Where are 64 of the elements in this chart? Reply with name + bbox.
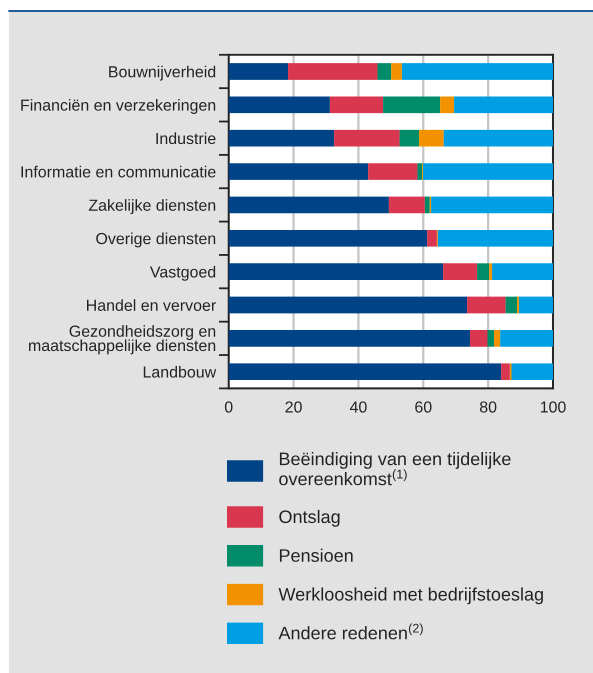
bar xyxy=(467,296,506,314)
bar xyxy=(470,330,488,347)
bar xyxy=(424,196,430,214)
y-tick-label: Overige diensten xyxy=(96,232,216,248)
legend-label: Werkloosheid met bedrijfstoeslag xyxy=(278,587,543,604)
bar xyxy=(228,163,368,180)
bar xyxy=(444,130,553,147)
legend-label: Pensioen xyxy=(280,548,353,562)
legend-label: Andere redenen$^{(2)}$ xyxy=(278,623,423,640)
bar xyxy=(489,263,492,280)
bar xyxy=(477,263,490,280)
x-tick-label: 60 xyxy=(415,401,432,413)
y-tick-label: Gezondheidszorg en maatschappelijke diensten xyxy=(29,325,216,354)
bar xyxy=(440,96,454,114)
y-tick-label: Handel en vervoer xyxy=(87,299,216,311)
y-tick-label: Informatie en communicatie xyxy=(22,166,216,178)
legend-label: Beëindiging van een tijdelijke overeenkomst$^{(1)}$ xyxy=(279,452,511,486)
bar xyxy=(422,163,553,180)
bar xyxy=(288,63,378,80)
bar xyxy=(228,263,444,280)
x-tick-label: 40 xyxy=(350,401,367,413)
y-tick-label: Bouwnijverheid xyxy=(109,66,216,81)
bar xyxy=(518,296,553,314)
y-tick-label: Landbouw xyxy=(144,366,216,378)
x-tick-label: 0 xyxy=(224,401,233,413)
legend-label: Ontslag xyxy=(279,510,340,527)
bar xyxy=(383,96,440,114)
bar xyxy=(494,330,500,347)
bar xyxy=(454,96,553,114)
bar xyxy=(228,196,389,214)
bar xyxy=(368,163,418,180)
bar xyxy=(506,296,518,314)
bar xyxy=(511,363,553,380)
bar xyxy=(391,63,402,80)
bar xyxy=(487,330,494,347)
y-tick-label: Vastgoed xyxy=(150,266,216,281)
bar xyxy=(400,130,420,147)
bar xyxy=(402,63,553,80)
bar xyxy=(438,230,553,247)
bar xyxy=(228,296,468,314)
y-tick-label: Financiën en verzekeringen xyxy=(21,99,216,114)
bar xyxy=(228,363,502,380)
bar xyxy=(388,196,425,214)
bar xyxy=(228,330,470,347)
bar xyxy=(228,63,288,80)
bar xyxy=(443,263,478,280)
bar xyxy=(378,63,392,80)
bar xyxy=(419,130,444,147)
x-tick-label: 100 xyxy=(540,401,566,413)
y-tick-label: Zakelijke diensten xyxy=(88,199,216,214)
bar xyxy=(492,263,553,280)
bar xyxy=(500,330,553,347)
bar xyxy=(228,96,330,114)
bar xyxy=(431,196,553,214)
bar xyxy=(334,130,400,147)
x-tick-label: 80 xyxy=(480,401,496,413)
x-tick-label: 20 xyxy=(285,401,302,413)
bar xyxy=(427,230,437,247)
bar xyxy=(228,230,428,247)
bar xyxy=(330,96,384,114)
bar xyxy=(417,163,422,180)
bar xyxy=(228,130,334,147)
y-tick-label: Industrie xyxy=(156,132,216,144)
bar xyxy=(501,363,510,380)
